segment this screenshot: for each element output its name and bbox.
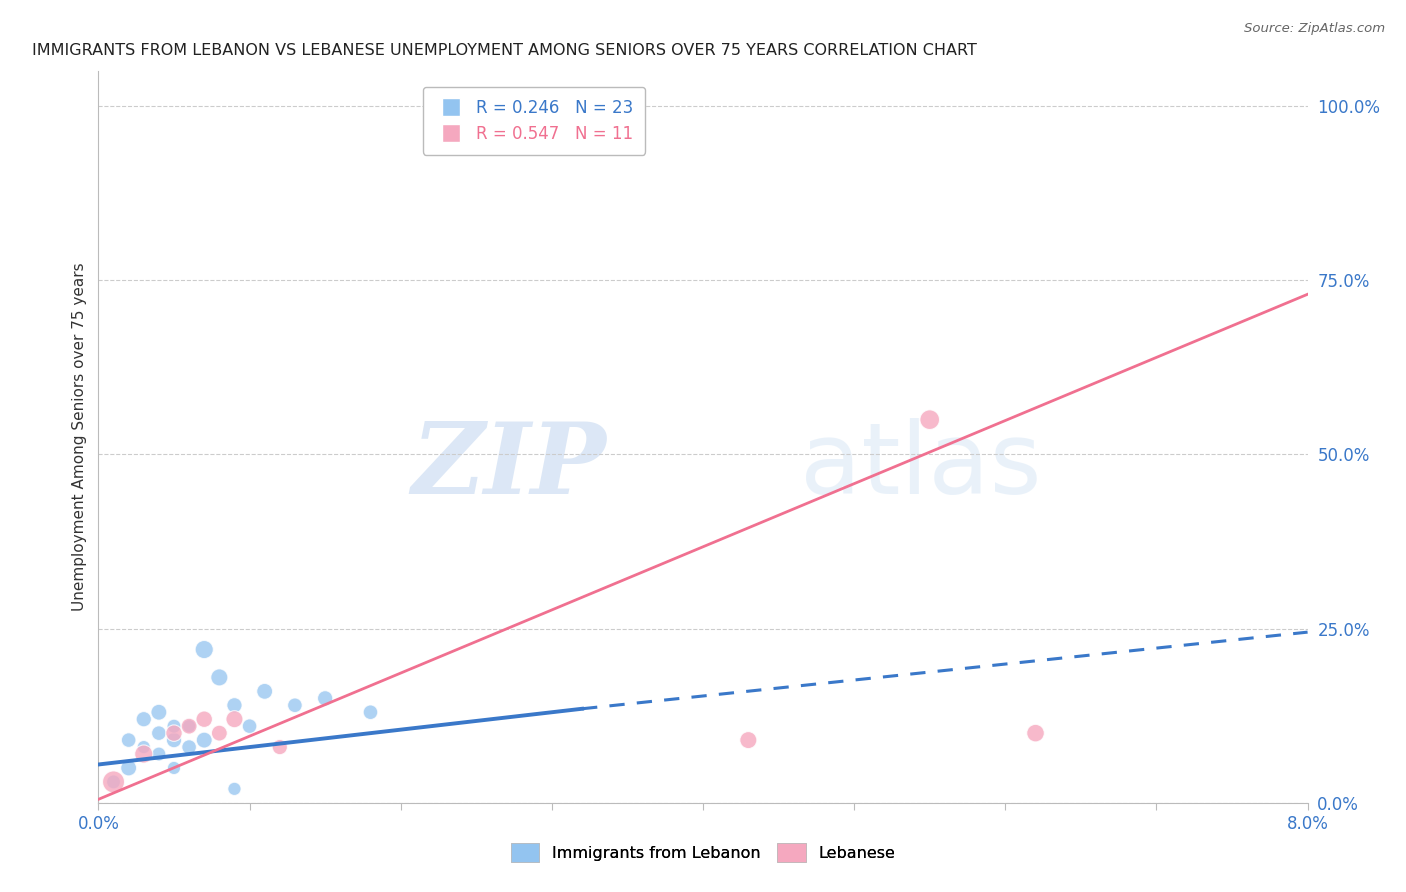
Point <box>314 691 336 706</box>
Point <box>179 719 201 733</box>
Point <box>179 740 201 755</box>
Point <box>148 747 170 761</box>
Point <box>360 705 382 719</box>
Point <box>208 726 231 740</box>
Point <box>253 684 276 698</box>
Point <box>163 719 186 733</box>
Point <box>148 726 170 740</box>
Point <box>118 733 141 747</box>
Text: atlas: atlas <box>800 417 1042 515</box>
Point <box>179 719 201 733</box>
Legend: Immigrants from Lebanon, Lebanese: Immigrants from Lebanon, Lebanese <box>505 837 901 868</box>
Point <box>193 642 215 657</box>
Point <box>269 740 291 755</box>
Point <box>239 719 262 733</box>
Point <box>132 712 155 726</box>
Point <box>103 775 125 789</box>
Point <box>1025 726 1047 740</box>
Point <box>103 775 125 789</box>
Point <box>224 781 246 796</box>
Point <box>148 705 170 719</box>
Point <box>163 726 186 740</box>
Point <box>163 761 186 775</box>
Point <box>284 698 307 713</box>
Point <box>193 712 215 726</box>
Point <box>118 761 141 775</box>
Point <box>224 698 246 713</box>
Point <box>193 733 215 747</box>
Point <box>163 733 186 747</box>
Text: IMMIGRANTS FROM LEBANON VS LEBANESE UNEMPLOYMENT AMONG SENIORS OVER 75 YEARS COR: IMMIGRANTS FROM LEBANON VS LEBANESE UNEM… <box>32 43 977 58</box>
Point <box>132 740 155 755</box>
Point <box>132 747 155 761</box>
Y-axis label: Unemployment Among Seniors over 75 years: Unemployment Among Seniors over 75 years <box>72 263 87 611</box>
Point <box>737 733 759 747</box>
Point <box>224 712 246 726</box>
Text: Source: ZipAtlas.com: Source: ZipAtlas.com <box>1244 22 1385 36</box>
Point <box>918 412 941 426</box>
Point <box>208 670 231 684</box>
Text: ZIP: ZIP <box>412 418 606 515</box>
